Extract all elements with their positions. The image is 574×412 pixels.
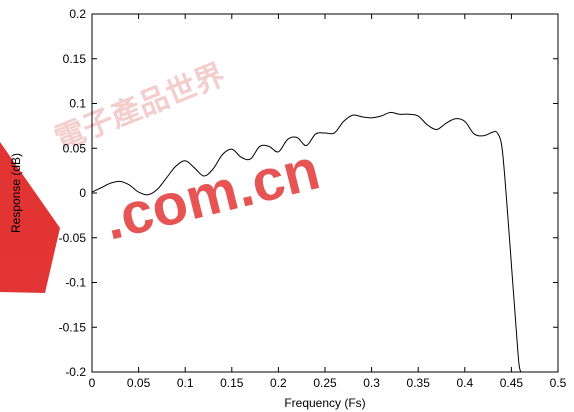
x-axis-label: Frequency (Fs) <box>284 396 365 410</box>
y-tick-label: 0.2 <box>69 7 86 21</box>
y-tick-label: -0.15 <box>59 320 87 334</box>
y-tick-label: -0.2 <box>65 365 86 379</box>
x-tick-label: 0 <box>89 376 96 390</box>
x-tick-label: 0.25 <box>313 376 337 390</box>
y-axis-label: Response (dB) <box>9 153 23 233</box>
x-tick-label: 0.05 <box>127 376 151 390</box>
x-axis: 0 0.05 0.1 0.15 0.2 0.25 0.3 0.35 0.4 0.45 0.5 <box>89 14 567 390</box>
x-tick-label: 0.15 <box>220 376 244 390</box>
series-layer <box>91 111 522 373</box>
x-tick-label: 0.35 <box>407 376 431 390</box>
response-series-line <box>91 111 522 373</box>
y-tick-label: -0.05 <box>59 231 87 245</box>
x-tick-label: 0.3 <box>363 376 380 390</box>
y-tick-label: 0.15 <box>63 52 87 66</box>
x-tick-label: 0.1 <box>177 376 194 390</box>
x-tick-label: 0.2 <box>270 376 287 390</box>
y-tick-label: 0.1 <box>69 97 86 111</box>
y-tick-label: -0.1 <box>65 276 86 290</box>
y-tick-label: 0 <box>79 186 86 200</box>
x-tick-label: 0.5 <box>550 376 567 390</box>
x-tick-label: 0.4 <box>456 376 473 390</box>
y-tick-label: 0.05 <box>63 141 87 155</box>
x-tick-label: 0.45 <box>500 376 524 390</box>
y-axis: 0.2 0.15 0.1 0.05 0 -0.05 -0.1 -0.15 -0.2 <box>59 7 558 379</box>
watermark: 電子產品世界 .com.cn <box>0 58 326 293</box>
watermark-red-block <box>0 142 60 293</box>
watermark-domain-text: .com.cn <box>97 137 325 253</box>
